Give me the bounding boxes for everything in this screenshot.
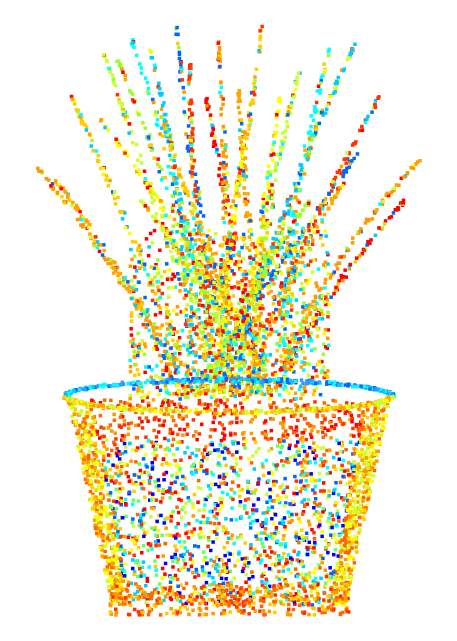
pot-rim-points	[62, 376, 397, 416]
leaf-points	[36, 24, 422, 402]
pot-points	[66, 398, 391, 617]
